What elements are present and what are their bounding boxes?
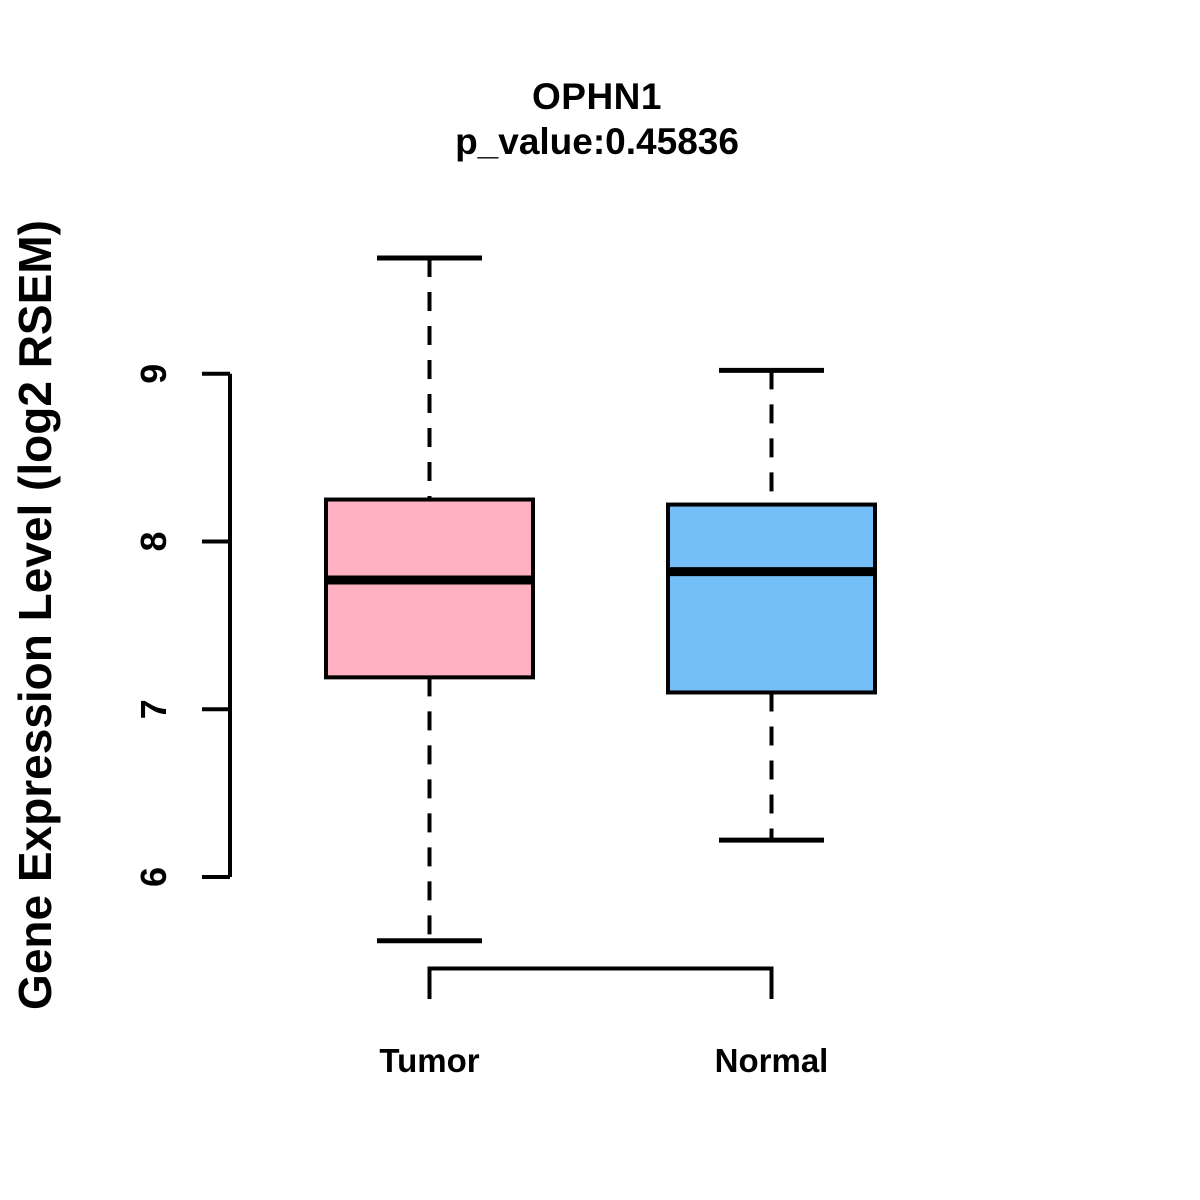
- comparison-bracket: [427, 966, 774, 999]
- chart-title: OPHN1: [532, 76, 662, 117]
- y-axis-tick-label: 6: [133, 867, 174, 887]
- normal-box: [666, 502, 877, 695]
- chart-subtitle: p_value:0.45836: [455, 121, 739, 162]
- tumor-box: [324, 497, 535, 680]
- y-axis-tick-label: 8: [133, 531, 174, 551]
- normal-category-label: Normal: [715, 1042, 829, 1079]
- tumor-category-label: Tumor: [379, 1042, 479, 1079]
- y-axis-tick-label: 9: [133, 364, 174, 384]
- y-axis-tick-label: 7: [133, 699, 174, 719]
